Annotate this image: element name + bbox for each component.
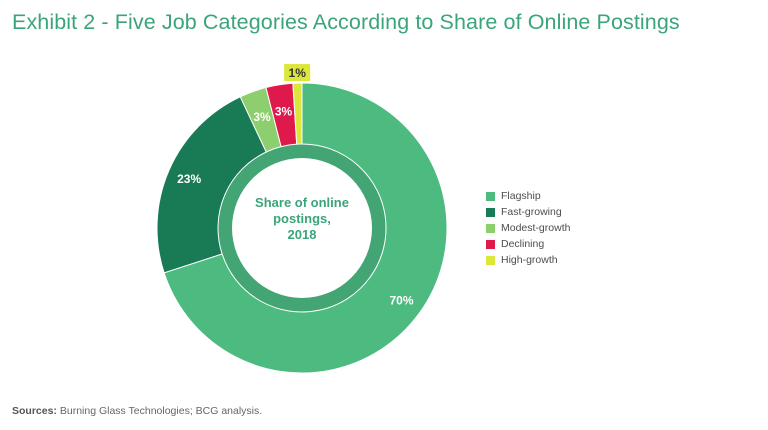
center-label-line: 2018: [288, 227, 317, 242]
legend-label: Fast-growing: [501, 206, 562, 218]
source-label: Sources:: [12, 405, 57, 417]
legend-swatch: [486, 191, 495, 201]
legend-item-declining: Declining: [486, 236, 570, 252]
legend-label: Modest-growth: [501, 222, 571, 234]
center-label: Share of online postings, 2018: [255, 195, 349, 242]
legend-item-fast-growing: Fast-growing: [486, 204, 570, 220]
chart-title: Exhibit 2 - Five Job Categories Accordin…: [12, 10, 680, 34]
legend-item-flagship: Flagship: [486, 188, 570, 204]
legend-item-high-growth: High-growth: [486, 252, 570, 268]
data-label-fast-growing: 23%: [177, 172, 201, 186]
source-note: Sources: Burning Glass Technologies; BCG…: [12, 405, 262, 417]
donut-hole: [232, 158, 372, 298]
data-label-bg-high-growth: [284, 64, 311, 82]
data-label-modest-growth: 3%: [253, 110, 271, 124]
data-label-flagship: 70%: [389, 293, 413, 307]
legend-swatch: [486, 207, 495, 217]
legend-label: Flagship: [501, 190, 541, 202]
data-label-high-growth: 1%: [289, 66, 307, 80]
center-label-line: Share of online: [255, 195, 349, 210]
slice-group: [156, 82, 448, 374]
legend-swatch: [486, 223, 495, 233]
source-text: Burning Glass Technologies; BCG analysis…: [56, 405, 263, 417]
legend-label: Declining: [501, 238, 545, 250]
slice-high-growth: [292, 82, 303, 145]
label-group: 70% 23% 3% 3% 1%: [177, 64, 414, 307]
slice-fast-growing: [156, 96, 267, 274]
legend-swatch: [486, 239, 495, 249]
data-label-declining: 3%: [275, 104, 293, 118]
center-label-line: postings,: [273, 211, 331, 226]
slice-flagship: [163, 82, 448, 374]
legend: Flagship Fast-growing Modest-growth Declini…: [486, 188, 570, 268]
legend-item-modest-growth: Modest-growth: [486, 220, 570, 236]
legend-swatch: [486, 255, 495, 265]
legend-label: High-growth: [501, 254, 558, 266]
